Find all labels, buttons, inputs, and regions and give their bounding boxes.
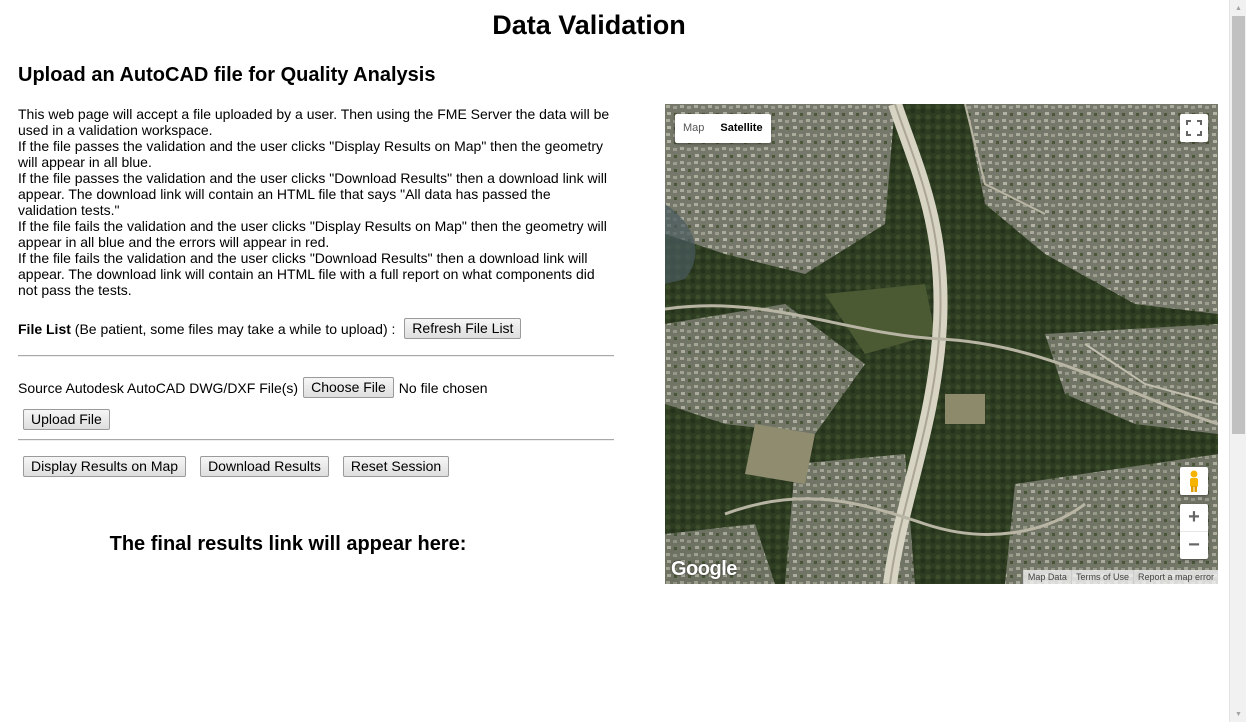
file-list-note: (Be patient, some files may take a while… xyxy=(70,320,400,337)
source-file-label: Source Autodesk AutoCAD DWG/DXF File(s) xyxy=(18,379,299,396)
map-type-satellite-button[interactable]: Satellite xyxy=(720,122,763,134)
source-file-row: Source Autodesk AutoCAD DWG/DXF File(s) … xyxy=(18,377,614,398)
refresh-file-list-button[interactable]: Refresh File List xyxy=(404,318,522,339)
description-line: validation tests." xyxy=(18,202,120,218)
page-title: Data Validation xyxy=(492,10,686,40)
satellite-imagery xyxy=(665,104,1218,584)
actions-row: Display Results on Map Download Results … xyxy=(23,456,614,477)
reset-session-button[interactable]: Reset Session xyxy=(342,456,450,477)
description-line: appear in all blue and the errors will a… xyxy=(18,234,330,250)
scrollbar-thumb[interactable] xyxy=(1232,16,1245,434)
terms-of-use-link[interactable]: Terms of Use xyxy=(1070,570,1133,584)
description: This web page will accept a file uploade… xyxy=(18,106,614,298)
zoom-out-button[interactable]: − xyxy=(1188,534,1200,556)
download-results-button[interactable]: Download Results xyxy=(200,456,329,477)
map-attribution: Map Data Terms of Use Report a map error xyxy=(1022,570,1218,584)
separator xyxy=(18,355,614,357)
pegman-button[interactable] xyxy=(1180,467,1208,495)
zoom-in-button[interactable]: + xyxy=(1180,504,1208,532)
description-line: If the file fails the validation and the… xyxy=(18,250,588,266)
file-list-row: File List (Be patient, some files may ta… xyxy=(18,318,614,339)
fullscreen-button[interactable] xyxy=(1180,114,1208,142)
description-line: If the file passes the validation and th… xyxy=(18,170,607,186)
zoom-control: + − xyxy=(1180,504,1208,559)
scroll-up-arrow-icon[interactable]: ▲ xyxy=(1235,4,1242,12)
final-results-heading: The final results link will appear here: xyxy=(109,533,467,555)
no-file-chosen-text: No file chosen xyxy=(398,379,488,396)
description-line: will appear in all blue. xyxy=(18,154,152,170)
map-data-link[interactable]: Map Data xyxy=(1022,570,1071,584)
scroll-down-arrow-icon[interactable]: ▼ xyxy=(1235,710,1242,718)
description-line: used in a validation workspace. xyxy=(18,122,213,138)
fullscreen-icon xyxy=(1186,120,1202,136)
map-type-control: Map Satellite xyxy=(675,114,771,143)
description-line: appear. The download link will contain a… xyxy=(18,186,551,202)
file-list-label: File List xyxy=(18,320,71,337)
description-line: If the file passes the validation and th… xyxy=(18,138,604,154)
display-results-button[interactable]: Display Results on Map xyxy=(23,456,187,477)
pegman-icon xyxy=(1190,470,1198,492)
upload-row: Upload File xyxy=(23,409,614,430)
google-logo: Google xyxy=(671,558,737,580)
vertical-scrollbar[interactable]: ▲ ▼ xyxy=(1229,0,1246,722)
map-type-map-button[interactable]: Map xyxy=(683,122,705,134)
description-line: not pass the tests. xyxy=(18,282,132,298)
description-line: This web page will accept a file uploade… xyxy=(18,106,610,122)
map-view[interactable]: Map Satellite + − Google Map Data Terms … xyxy=(665,104,1218,584)
upload-file-button[interactable]: Upload File xyxy=(23,409,110,430)
left-panel: Upload an AutoCAD file for Quality Analy… xyxy=(18,60,614,477)
report-map-error-link[interactable]: Report a map error xyxy=(1132,570,1218,584)
description-line: If the file fails the validation and the… xyxy=(18,218,607,234)
description-line: appear. The download link will contain a… xyxy=(18,266,595,282)
page-subtitle: Upload an AutoCAD file for Quality Analy… xyxy=(18,64,436,86)
choose-file-button[interactable]: Choose File xyxy=(303,377,394,398)
separator xyxy=(18,439,614,441)
